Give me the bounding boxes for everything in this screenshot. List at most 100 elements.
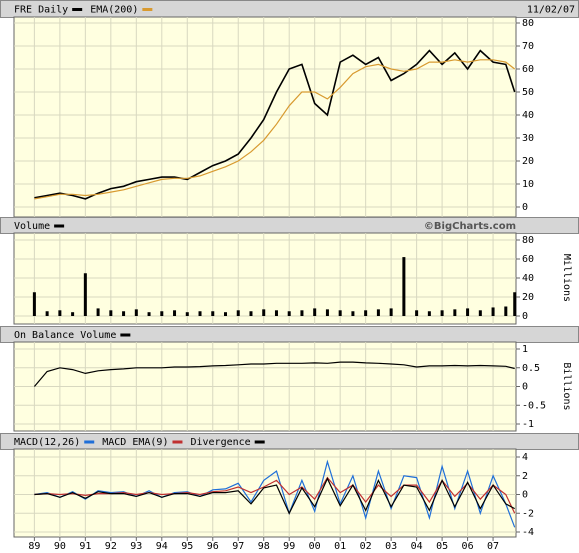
- volume-bar: [389, 308, 393, 316]
- y-tick-label: 30: [522, 133, 534, 144]
- volume-bar: [173, 310, 177, 316]
- volume-bar: [415, 310, 419, 316]
- volume-bar: [185, 312, 189, 316]
- volume-bar: [440, 310, 444, 316]
- date-label: 11/02/07: [527, 5, 575, 16]
- legend-label: On Balance Volume: [14, 330, 116, 341]
- plot-area: [13, 448, 517, 538]
- legend-label: Volume: [14, 221, 50, 232]
- series-line: [34, 59, 516, 200]
- volume-bar: [351, 311, 355, 316]
- x-tick-label: 00: [309, 541, 321, 552]
- volume-bar: [249, 311, 253, 316]
- volume-bar: [134, 309, 138, 316]
- volume-bar: [376, 309, 380, 316]
- y-tick-label: 0: [522, 202, 528, 213]
- volume-bar: [364, 310, 368, 316]
- legend-label: FRE Daily: [14, 5, 68, 16]
- y-tick-label: 80: [522, 18, 534, 29]
- x-tick-label: 04: [411, 541, 423, 552]
- volume-bar: [338, 310, 342, 316]
- x-tick-label: 91: [79, 541, 91, 552]
- y-axis-title: Billions: [561, 362, 572, 410]
- series-line: [34, 459, 516, 528]
- volume-bar: [32, 292, 36, 316]
- y-tick-label: -4: [522, 527, 534, 538]
- y-tick-label: 80: [522, 235, 534, 246]
- x-tick-label: 03: [385, 541, 397, 552]
- legend-label: MACD EMA(9): [102, 437, 168, 448]
- y-axis-title: Millions: [561, 254, 572, 302]
- x-tick-label: 01: [334, 541, 346, 552]
- volume-bar: [83, 273, 87, 316]
- y-tick-label: 40: [522, 273, 534, 284]
- y-tick-label: 0.5: [522, 363, 540, 374]
- y-tick-label: 20: [522, 156, 534, 167]
- volume-bar: [453, 309, 457, 316]
- volume-bar: [466, 308, 470, 316]
- y-tick-label: 40: [522, 110, 534, 121]
- y-tick-label: 20: [522, 292, 534, 303]
- volume-bar: [402, 257, 406, 316]
- x-tick-label: 05: [436, 541, 448, 552]
- volume-bar: [513, 292, 517, 316]
- volume-bar: [122, 311, 126, 316]
- volume-bar: [274, 310, 278, 316]
- y-tick-label: -1: [522, 419, 534, 430]
- y-tick-label: 60: [522, 64, 534, 75]
- volume-bar: [325, 309, 329, 316]
- y-tick-label: -2: [522, 508, 534, 519]
- y-tick-label: 0: [522, 490, 528, 501]
- volume-bar: [427, 311, 431, 316]
- x-tick-label: 07: [487, 541, 499, 552]
- volume-bar: [160, 311, 164, 316]
- x-tick-label: 89: [28, 541, 40, 552]
- credit: ©BigCharts.com: [424, 221, 516, 232]
- volume-bar: [236, 310, 240, 316]
- volume-bar: [287, 311, 291, 316]
- series-line: [34, 477, 515, 515]
- volume-bar: [504, 306, 508, 316]
- y-tick-label: 70: [522, 41, 534, 52]
- y-tick-label: 50: [522, 87, 534, 98]
- x-tick-label: 92: [105, 541, 117, 552]
- y-tick-label: -0.5: [522, 400, 546, 411]
- y-tick-label: 10: [522, 179, 534, 190]
- y-tick-label: 60: [522, 254, 534, 265]
- panel-header: [0, 0, 579, 18]
- series-line: [34, 49, 516, 200]
- x-tick-label: 99: [283, 541, 295, 552]
- x-tick-label: 98: [258, 541, 270, 552]
- volume-bar: [96, 308, 100, 316]
- volume-bar: [478, 310, 482, 316]
- volume-bar: [45, 311, 49, 316]
- volume-bar: [147, 312, 151, 316]
- legend-label: Divergence: [190, 437, 250, 448]
- y-tick-label: 0: [522, 382, 528, 393]
- volume-bar: [491, 307, 495, 316]
- series-line: [33, 361, 515, 387]
- legend-label: EMA(200): [90, 5, 138, 16]
- x-tick-label: 90: [54, 541, 66, 552]
- x-tick-label: 96: [207, 541, 219, 552]
- volume-bar: [262, 309, 266, 316]
- x-tick-label: 97: [232, 541, 244, 552]
- x-tick-label: 94: [156, 541, 168, 552]
- y-tick-label: 1: [522, 344, 528, 355]
- volume-bar: [58, 310, 62, 316]
- volume-bar: [313, 308, 317, 316]
- volume-bar: [109, 310, 113, 316]
- volume-bar: [198, 311, 202, 316]
- x-tick-label: 95: [181, 541, 193, 552]
- volume-bar: [71, 312, 75, 316]
- y-tick-label: 4: [522, 452, 528, 463]
- x-tick-label: 06: [462, 541, 474, 552]
- x-tick-label: 93: [130, 541, 142, 552]
- legend-label: MACD(12,26): [14, 437, 80, 448]
- x-tick-label: 02: [360, 541, 372, 552]
- volume-bar: [224, 312, 228, 316]
- y-tick-label: 2: [522, 471, 528, 482]
- volume-bar: [211, 311, 215, 316]
